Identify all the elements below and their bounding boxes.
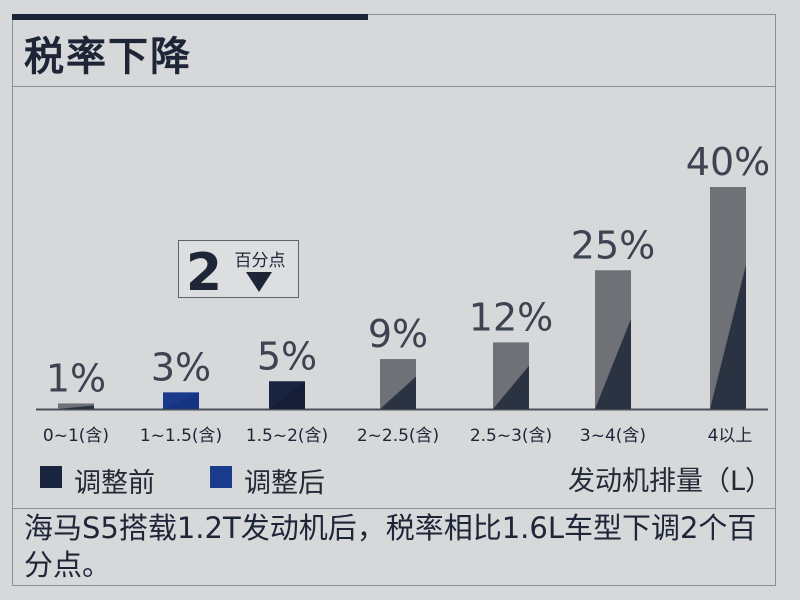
bar-0: [58, 403, 94, 409]
x-tick-label-2: 1.5~2(含): [246, 426, 328, 446]
bar-shade-5: [595, 318, 631, 409]
x-tick-label-6: 4以上: [708, 426, 753, 446]
bar-shade-2: [269, 381, 305, 409]
legend-swatch-before: [40, 466, 62, 488]
data-label-1: 3%: [151, 345, 211, 389]
bar-chart: 1% 0~1(含) 3% 1~1.5(含) 5% 1.5~2(含) 9% 2~2.5(含) 12…: [36, 140, 770, 446]
x-tick-label-3: 2~2.5(含): [357, 426, 439, 446]
callout-unit: 百分点: [235, 251, 286, 271]
x-tick-label-4: 2.5~3(含): [470, 426, 552, 446]
data-label-5: 25%: [571, 223, 655, 267]
bar-shade-1: [163, 392, 199, 409]
caption-box: [12, 508, 776, 586]
bar-shade-3: [380, 376, 416, 409]
legend-label-before: 调整前: [74, 468, 155, 499]
top-accent-bar: [12, 14, 368, 20]
bar-shade-6: [710, 264, 746, 409]
x-tick-label-0: 0~1(含): [43, 426, 109, 446]
chart-title: 税率下降: [24, 34, 192, 80]
x-tick-label-5: 3~4(含): [580, 426, 646, 446]
x-tick-label-1: 1~1.5(含): [140, 426, 222, 446]
caption-text: 海马S5搭载1.2T发动机后，税率相比1.6L车型下调2个百分点。: [24, 511, 757, 582]
legend-label-after: 调整后: [244, 468, 325, 499]
legend-swatch-after: [210, 466, 232, 488]
data-label-3: 9%: [368, 312, 428, 356]
title-divider: [12, 86, 776, 87]
data-label-0: 1%: [46, 356, 106, 400]
bar-shade-4: [493, 365, 529, 409]
callout-box: [178, 240, 299, 298]
x-axis-title: 发动机排量（L）: [567, 466, 772, 497]
down-arrow-icon: [246, 272, 272, 292]
callout-number: 2: [186, 243, 222, 303]
bar-shade-0: [58, 405, 94, 409]
data-label-6: 40%: [686, 140, 770, 184]
data-label-2: 5%: [257, 334, 317, 378]
data-label-4: 12%: [469, 295, 553, 339]
